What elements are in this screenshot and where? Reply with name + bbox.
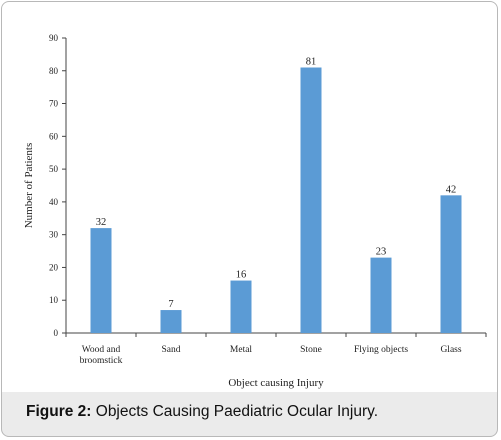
y-tick-label: 10 (49, 295, 59, 305)
bar (370, 257, 392, 333)
data-label: 81 (306, 57, 317, 68)
y-tick-label: 50 (49, 164, 59, 174)
data-label: 32 (96, 217, 107, 228)
data-label: 42 (446, 184, 457, 195)
category-label: Wood and (82, 345, 121, 355)
x-axis-title: Object causing Injury (228, 377, 324, 389)
bar (230, 280, 252, 333)
bar (440, 195, 462, 333)
y-tick-label: 80 (49, 66, 59, 76)
y-tick-label: 30 (49, 230, 59, 240)
y-tick-label: 0 (54, 328, 59, 338)
data-label: 7 (168, 299, 173, 310)
bars: 32 7 16 81 23 42 (90, 57, 462, 333)
category-label: Sand (162, 345, 181, 355)
y-tick-label: 20 (49, 262, 59, 272)
data-label: 16 (236, 270, 247, 281)
figure-caption: Figure 2: Objects Causing Paediatric Ocu… (26, 403, 378, 421)
category-label: broomstick (80, 356, 123, 366)
caption-label: Figure 2: (26, 403, 92, 420)
y-tick-label: 40 (49, 197, 59, 207)
y-tick-label: 90 (49, 33, 59, 43)
bar (90, 228, 112, 333)
caption-text: Objects Causing Paediatric Ocular Injury… (91, 403, 379, 420)
y-tick-label: 60 (49, 131, 59, 141)
category-label: Glass (440, 345, 461, 355)
chart-panel: 0 10 20 30 40 50 60 70 80 90 Wood and broomstick Sa… (2, 2, 497, 392)
data-label: 23 (376, 247, 387, 258)
y-axis-title: Number of Patients (23, 143, 35, 229)
category-label: Stone (300, 345, 322, 355)
bar (160, 310, 182, 333)
category-label: Metal (230, 345, 253, 355)
y-tick-label: 70 (49, 99, 59, 109)
bar (300, 67, 322, 333)
y-axis: 0 10 20 30 40 50 60 70 80 90 (49, 33, 67, 338)
category-label: Flying objects (354, 345, 408, 355)
